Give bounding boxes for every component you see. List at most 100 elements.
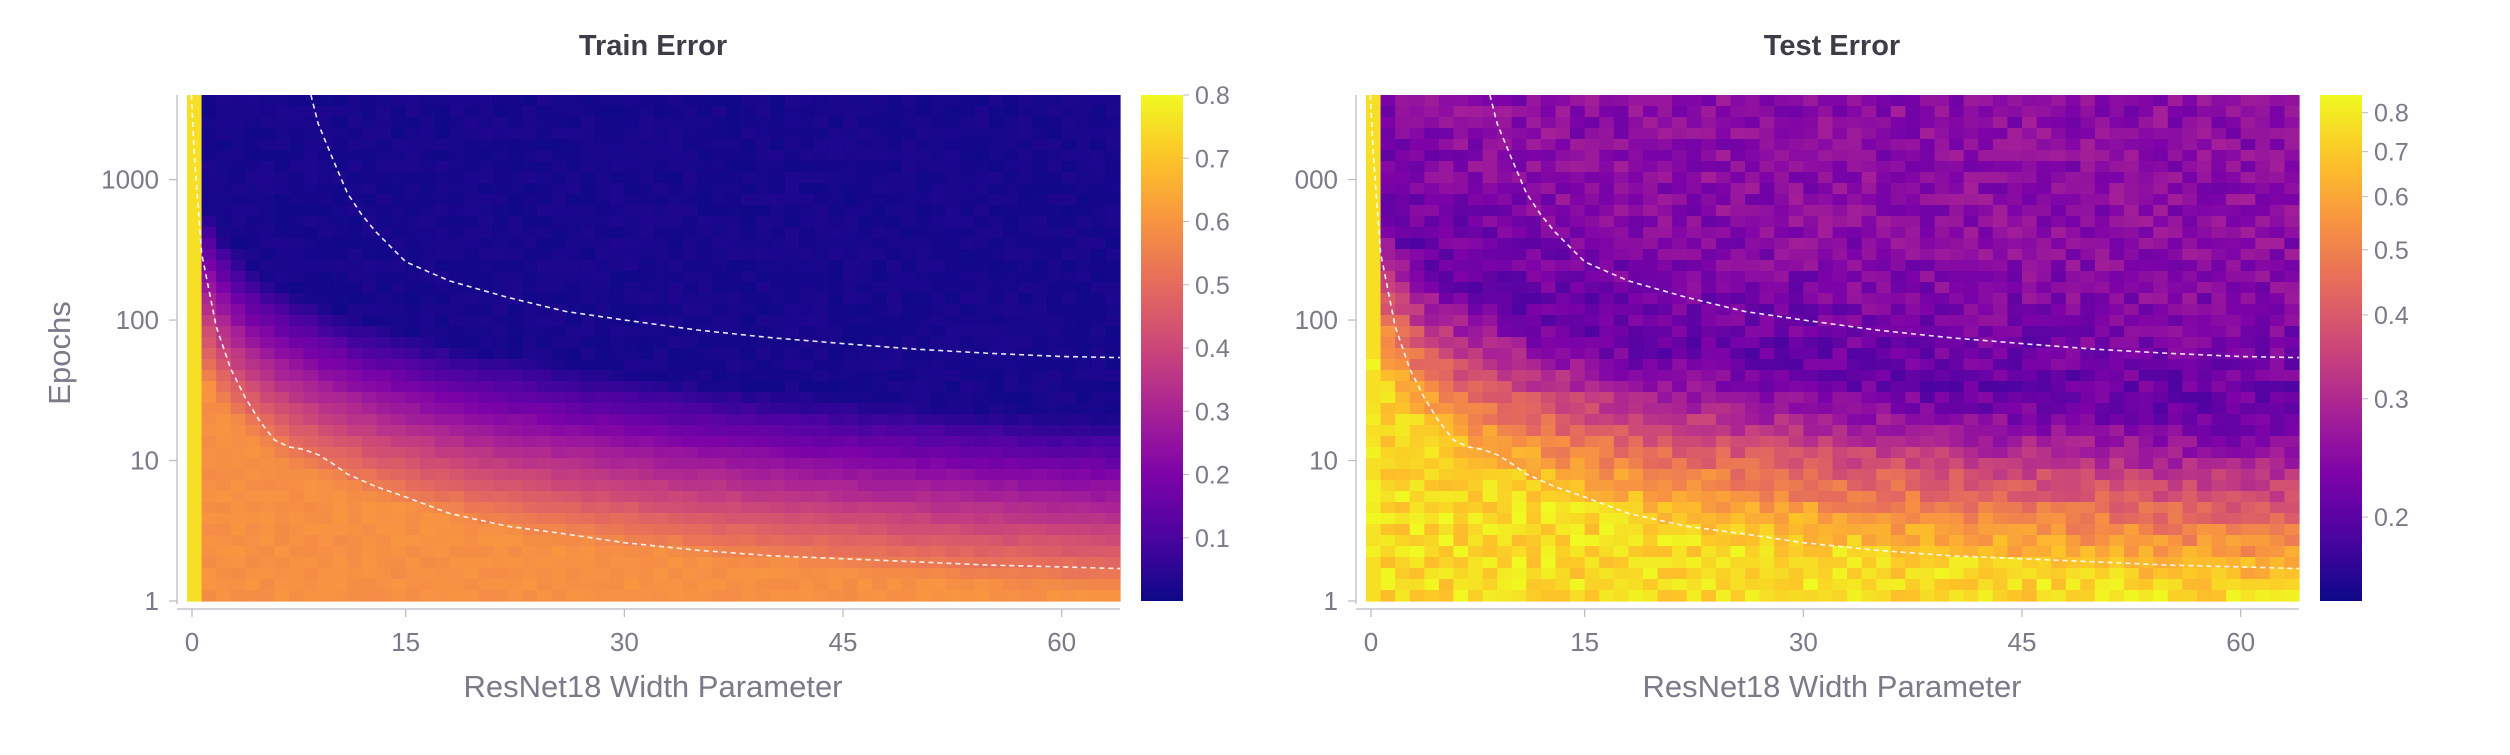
- heatmap-cell: [1497, 403, 1512, 415]
- heatmap-cell: [1105, 414, 1120, 426]
- heatmap-cell: [1745, 370, 1760, 382]
- heatmap-cell: [1964, 513, 1979, 525]
- heatmap-cell: [1047, 282, 1062, 294]
- heatmap-cell: [712, 491, 727, 503]
- heatmap-cell: [726, 458, 741, 470]
- heatmap-cell: [639, 293, 654, 305]
- heatmap-cell: [362, 403, 377, 415]
- heatmap-cell: [858, 513, 873, 525]
- heatmap-cell: [216, 524, 231, 536]
- heatmap-cell: [1018, 447, 1033, 459]
- heatmap-cell: [770, 491, 785, 503]
- heatmap-cell: [1468, 590, 1483, 602]
- heatmap-cell: [362, 183, 377, 195]
- heatmap-cell: [1062, 271, 1077, 283]
- heatmap-cell: [1003, 227, 1018, 239]
- heatmap-cell: [1847, 249, 1862, 261]
- heatmap-cell: [537, 403, 552, 415]
- heatmap-cell: [726, 557, 741, 569]
- heatmap-cell: [377, 524, 392, 536]
- heatmap-cell: [683, 117, 698, 129]
- heatmap-cell: [697, 348, 712, 360]
- heatmap-cell: [347, 502, 362, 514]
- heatmap-cell: [1439, 513, 1454, 525]
- heatmap-cell: [974, 469, 989, 481]
- heatmap-cell: [1803, 95, 1818, 107]
- heatmap-cell: [960, 106, 975, 118]
- heatmap-cell: [289, 480, 304, 492]
- heatmap-cell: [974, 183, 989, 195]
- heatmap-cell: [1789, 447, 1804, 459]
- heatmap-cell: [435, 238, 450, 250]
- heatmap-cell: [785, 304, 800, 316]
- heatmap-cell: [1701, 315, 1716, 327]
- heatmap-cell: [231, 337, 246, 349]
- heatmap-cell: [435, 282, 450, 294]
- heatmap-cell: [1018, 194, 1033, 206]
- heatmap-cell: [872, 579, 887, 591]
- heatmap-cell: [1789, 117, 1804, 129]
- heatmap-cell: [260, 183, 275, 195]
- heatmap-cell: [566, 315, 581, 327]
- heatmap-cell: [1599, 557, 1614, 569]
- x-tick-label: 45: [829, 627, 858, 657]
- heatmap-cell: [799, 502, 814, 514]
- heatmap-cell: [1047, 524, 1062, 536]
- heatmap-cell: [479, 436, 494, 448]
- heatmap-cell: [1526, 249, 1541, 261]
- heatmap-cell: [887, 502, 902, 514]
- heatmap-cell: [799, 238, 814, 250]
- heatmap-cell: [1949, 183, 1964, 195]
- heatmap-cell: [916, 326, 931, 338]
- heatmap-cell: [595, 359, 610, 371]
- heatmap-cell: [668, 447, 683, 459]
- heatmap-cell: [974, 447, 989, 459]
- heatmap-cell: [1745, 106, 1760, 118]
- heatmap-cell: [1395, 282, 1410, 294]
- heatmap-cell: [1076, 238, 1091, 250]
- heatmap-cell: [202, 425, 217, 437]
- heatmap-cell: [347, 117, 362, 129]
- heatmap-cell: [697, 282, 712, 294]
- heatmap-cell: [741, 579, 756, 591]
- heatmap-cell: [231, 546, 246, 558]
- heatmap-cell: [1672, 502, 1687, 514]
- heatmap-cell: [741, 304, 756, 316]
- heatmap-cell: [581, 150, 596, 162]
- heatmap-cell: [683, 579, 698, 591]
- heatmap-cell: [231, 282, 246, 294]
- heatmap-cell: [1803, 513, 1818, 525]
- heatmap-cell: [624, 139, 639, 151]
- heatmap-cell: [1541, 414, 1556, 426]
- heatmap-cell: [756, 216, 771, 228]
- heatmap-cell: [1033, 249, 1048, 261]
- heatmap-cell: [304, 480, 319, 492]
- heatmap-cell: [916, 249, 931, 261]
- heatmap-cell: [989, 381, 1004, 393]
- heatmap-cell: [1964, 403, 1979, 415]
- heatmap-cell: [1847, 436, 1862, 448]
- heatmap-cell: [974, 282, 989, 294]
- heatmap-cell: [595, 194, 610, 206]
- heatmap-cell: [1556, 425, 1571, 437]
- heatmap-cell: [1424, 359, 1439, 371]
- heatmap-cell: [1935, 524, 1950, 536]
- heatmap-cell: [449, 590, 464, 602]
- heatmap-cell: [872, 150, 887, 162]
- heatmap-cell: [654, 590, 669, 602]
- heatmap-cell: [245, 194, 260, 206]
- heatmap-cell: [566, 524, 581, 536]
- heatmap-cell: [537, 579, 552, 591]
- heatmap-cell: [756, 161, 771, 173]
- heatmap-cell: [1614, 425, 1629, 437]
- heatmap-cell: [449, 480, 464, 492]
- heatmap-cell: [697, 271, 712, 283]
- heatmap-cell: [960, 502, 975, 514]
- heatmap-cell: [304, 590, 319, 602]
- heatmap-cell: [1395, 502, 1410, 514]
- heatmap-cell: [566, 271, 581, 283]
- heatmap-cell: [1774, 337, 1789, 349]
- heatmap-cell: [916, 139, 931, 151]
- heatmap-cell: [1424, 271, 1439, 283]
- heatmap-cell: [1599, 392, 1614, 404]
